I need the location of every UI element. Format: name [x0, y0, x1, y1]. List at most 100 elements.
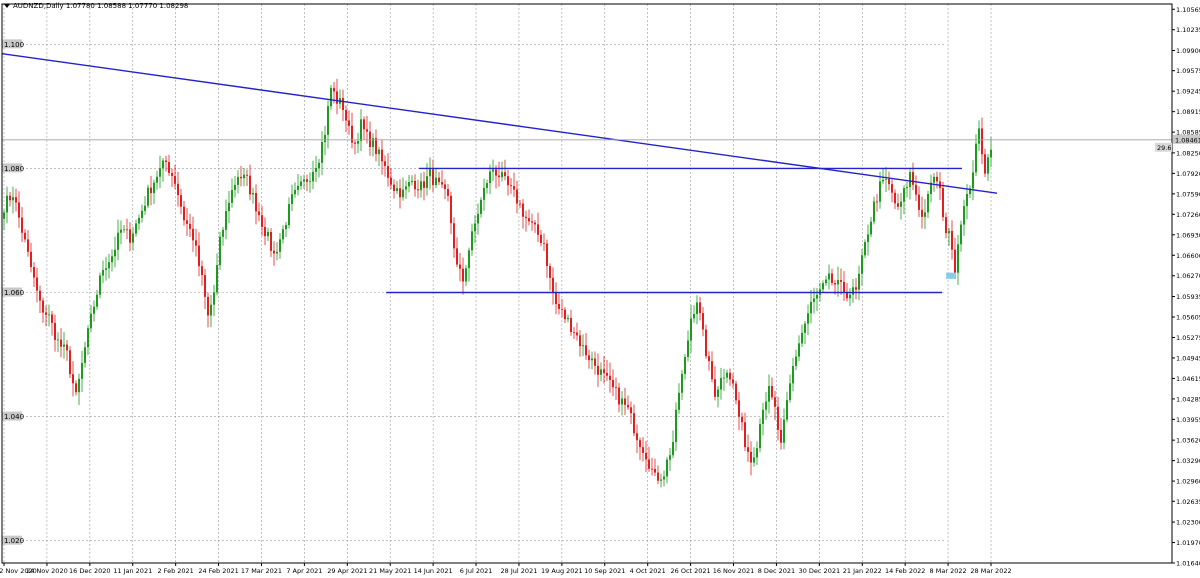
- x-axis-label: 14 Jun 2021: [414, 567, 453, 575]
- candle-body: [384, 161, 386, 166]
- candle-body: [642, 447, 644, 453]
- candle-body: [543, 242, 545, 244]
- candle-body: [420, 181, 422, 191]
- candle-body: [54, 322, 56, 340]
- candle-body: [300, 181, 302, 186]
- level-label: 1.020: [4, 537, 24, 545]
- candle-body: [483, 187, 485, 200]
- candle-body: [591, 358, 593, 361]
- x-axis-label: 16 Nov 2021: [713, 567, 755, 575]
- candle-body: [489, 171, 491, 184]
- candle-body: [867, 234, 869, 243]
- candle-body: [510, 185, 512, 187]
- candle-body: [195, 240, 197, 246]
- candle-body: [240, 176, 242, 179]
- x-axis-label: 24 Feb 2021: [198, 567, 238, 575]
- candle-body: [312, 171, 314, 182]
- y-axis-label: 1.08915: [1176, 108, 1200, 116]
- candle-body: [270, 231, 272, 251]
- candle-body: [135, 223, 137, 234]
- level-label-bg: [2, 535, 22, 545]
- candle-body: [132, 233, 134, 243]
- plot-frame: [1, 3, 1173, 564]
- candle-body: [246, 174, 248, 176]
- candle-body: [507, 176, 509, 186]
- candle-body: [168, 162, 170, 173]
- candle-body: [768, 385, 770, 402]
- candle-body: [189, 223, 191, 229]
- candle-body: [747, 447, 749, 452]
- candle-body: [636, 433, 638, 441]
- y-axis-label: 1.09900: [1176, 47, 1200, 55]
- y-axis-label: 1.07260: [1176, 211, 1200, 219]
- candle-body: [150, 187, 152, 194]
- candle-body: [669, 455, 671, 460]
- level-label: 1.080: [4, 165, 24, 173]
- candle-body: [81, 362, 83, 379]
- candle-body: [792, 365, 794, 384]
- candle-body: [465, 268, 467, 282]
- candle-body: [366, 129, 368, 132]
- candle-body: [978, 128, 980, 144]
- candle-body: [621, 398, 623, 405]
- candle-body: [174, 175, 176, 184]
- y-axis-label: 1.10565: [1176, 6, 1200, 14]
- candle-body: [606, 372, 608, 376]
- candle-body: [786, 400, 788, 420]
- candle-body: [702, 313, 704, 330]
- candle-body: [858, 273, 860, 290]
- x-axis-label: 14 Feb 2022: [885, 567, 925, 575]
- candle-body: [360, 119, 362, 142]
- candle-body: [108, 262, 110, 269]
- candle-body: [231, 189, 233, 203]
- candle-body: [216, 265, 218, 293]
- candle-body: [564, 309, 566, 320]
- candle-body: [780, 429, 782, 443]
- candle-body: [777, 406, 779, 430]
- y-axis-label: 1.04285: [1176, 395, 1200, 403]
- candle-body: [981, 128, 983, 155]
- candle-body: [126, 229, 128, 231]
- candle-body: [156, 176, 158, 183]
- candle-body: [921, 209, 923, 217]
- candle-body: [699, 302, 701, 314]
- candle-body: [318, 162, 320, 168]
- candle-body: [459, 264, 461, 269]
- candle-body: [288, 204, 290, 226]
- x-axis-label: 26 Oct 2021: [671, 567, 711, 575]
- candle-body: [405, 186, 407, 190]
- x-axis-label: 2 Feb 2021: [157, 567, 193, 575]
- candle-body: [345, 109, 347, 121]
- candle-body: [603, 369, 605, 373]
- y-axis-label: 1.04945: [1176, 354, 1200, 362]
- candle-body: [720, 377, 722, 390]
- candle-body: [39, 290, 41, 301]
- candle-body: [666, 459, 668, 477]
- candle-body: [201, 266, 203, 276]
- candle-body: [942, 188, 944, 218]
- y-axis-label: 1.03290: [1176, 457, 1200, 465]
- candle-body: [618, 387, 620, 405]
- candle-body: [351, 125, 353, 143]
- y-axis-label: 1.03955: [1176, 416, 1200, 424]
- candle-body: [693, 313, 695, 319]
- candle-body: [480, 199, 482, 214]
- dropdown-triangle-icon[interactable]: [4, 4, 10, 8]
- candle-body: [783, 419, 785, 443]
- candle-body: [303, 179, 305, 182]
- candle-body: [411, 180, 413, 183]
- level-label: 1.060: [4, 289, 24, 297]
- candle-body: [924, 212, 926, 217]
- candle-body: [237, 176, 239, 185]
- candle-body: [633, 413, 635, 434]
- candle-body: [909, 172, 911, 188]
- candle-body: [291, 194, 293, 205]
- candle-body: [657, 472, 659, 481]
- candle-body: [6, 195, 8, 213]
- candle-body: [75, 383, 77, 393]
- candle-body: [744, 422, 746, 448]
- x-axis-label: 16 Dec 2020: [69, 567, 111, 575]
- candle-body: [540, 234, 542, 243]
- candle-body: [36, 277, 38, 291]
